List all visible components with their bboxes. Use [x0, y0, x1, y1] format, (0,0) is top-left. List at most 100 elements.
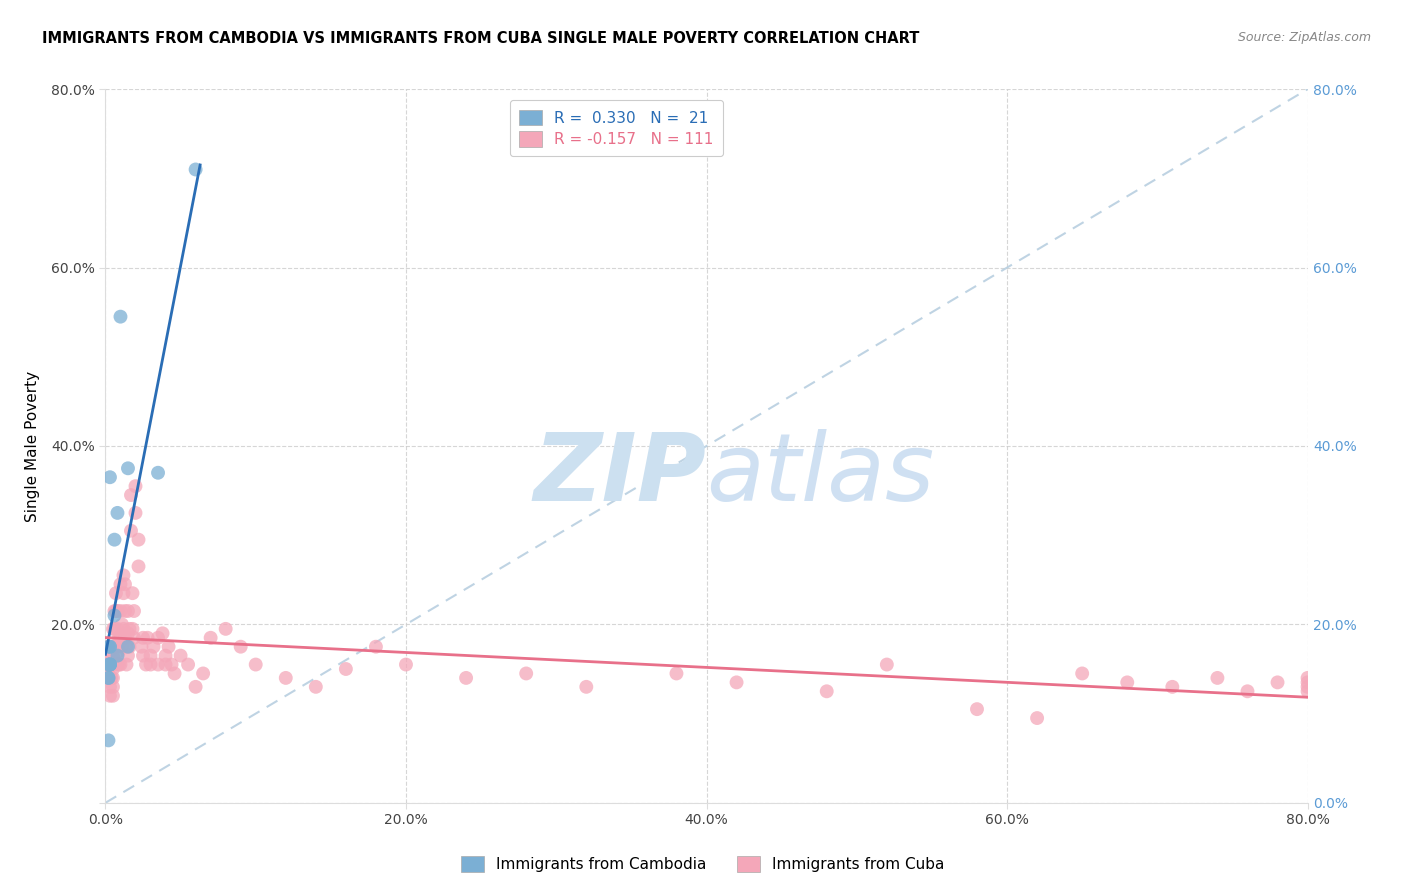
- Point: [146, 631, 169, 645]
- Point: [108, 644, 131, 658]
- Point: [108, 631, 131, 645]
- Point: [101, 622, 124, 636]
- Point: [114, 631, 136, 645]
- Point: [120, 488, 142, 502]
- Point: [115, 657, 138, 672]
- Point: [103, 608, 125, 623]
- Point: [142, 640, 165, 654]
- Point: [97, 657, 120, 672]
- Point: [335, 662, 357, 676]
- Point: [120, 524, 142, 538]
- Point: [131, 640, 153, 654]
- Point: [107, 604, 129, 618]
- Point: [139, 648, 162, 663]
- Point: [112, 568, 135, 582]
- Point: [97, 666, 120, 681]
- Point: [100, 657, 122, 672]
- Point: [146, 657, 169, 672]
- Point: [177, 657, 200, 672]
- Point: [118, 622, 141, 636]
- Point: [515, 666, 537, 681]
- Point: [117, 626, 139, 640]
- Point: [107, 622, 129, 636]
- Point: [103, 622, 125, 636]
- Point: [98, 640, 121, 654]
- Point: [1206, 671, 1229, 685]
- Point: [160, 657, 183, 672]
- Point: [107, 657, 129, 672]
- Point: [97, 671, 120, 685]
- Point: [169, 648, 191, 663]
- Point: [98, 657, 121, 672]
- Point: [98, 671, 121, 685]
- Point: [1071, 666, 1094, 681]
- Point: [876, 657, 898, 672]
- Point: [139, 657, 162, 672]
- Point: [121, 622, 143, 636]
- Point: [100, 671, 122, 685]
- Point: [101, 648, 124, 663]
- Point: [101, 680, 124, 694]
- Point: [103, 533, 125, 547]
- Point: [395, 657, 418, 672]
- Point: [155, 648, 177, 663]
- Point: [229, 640, 252, 654]
- Point: [575, 680, 598, 694]
- Point: [98, 657, 121, 672]
- Point: [97, 648, 120, 663]
- Point: [103, 640, 125, 654]
- Text: IMMIGRANTS FROM CAMBODIA VS IMMIGRANTS FROM CUBA SINGLE MALE POVERTY CORRELATION: IMMIGRANTS FROM CAMBODIA VS IMMIGRANTS F…: [42, 31, 920, 46]
- Point: [132, 648, 155, 663]
- Point: [1296, 671, 1319, 685]
- Point: [128, 533, 150, 547]
- Point: [364, 640, 387, 654]
- Text: ZIP: ZIP: [534, 428, 707, 521]
- Point: [110, 657, 132, 672]
- Point: [98, 689, 121, 703]
- Point: [108, 657, 131, 672]
- Point: [101, 689, 124, 703]
- Point: [115, 640, 138, 654]
- Point: [1236, 684, 1258, 698]
- Point: [1296, 680, 1319, 694]
- Y-axis label: Single Male Poverty: Single Male Poverty: [25, 370, 39, 522]
- Point: [110, 604, 132, 618]
- Point: [97, 671, 120, 685]
- Point: [132, 631, 155, 645]
- Point: [117, 640, 139, 654]
- Point: [121, 586, 143, 600]
- Point: [98, 657, 121, 672]
- Point: [98, 470, 121, 484]
- Point: [118, 640, 141, 654]
- Point: [112, 586, 135, 600]
- Point: [112, 622, 135, 636]
- Point: [107, 640, 129, 654]
- Point: [117, 461, 139, 475]
- Point: [101, 671, 124, 685]
- Point: [111, 640, 134, 654]
- Point: [122, 631, 145, 645]
- Point: [97, 671, 120, 685]
- Point: [1161, 680, 1184, 694]
- Point: [97, 640, 120, 654]
- Point: [107, 506, 129, 520]
- Point: [117, 648, 139, 663]
- Point: [665, 666, 688, 681]
- Point: [101, 640, 124, 654]
- Point: [163, 666, 186, 681]
- Point: [98, 657, 121, 672]
- Point: [1026, 711, 1049, 725]
- Point: [100, 640, 122, 654]
- Point: [97, 733, 120, 747]
- Point: [184, 162, 207, 177]
- Point: [1296, 684, 1319, 698]
- Point: [245, 657, 267, 672]
- Point: [1267, 675, 1289, 690]
- Point: [98, 657, 121, 672]
- Point: [155, 657, 177, 672]
- Text: atlas: atlas: [707, 429, 935, 520]
- Point: [157, 640, 180, 654]
- Point: [135, 657, 157, 672]
- Point: [191, 666, 214, 681]
- Point: [98, 640, 121, 654]
